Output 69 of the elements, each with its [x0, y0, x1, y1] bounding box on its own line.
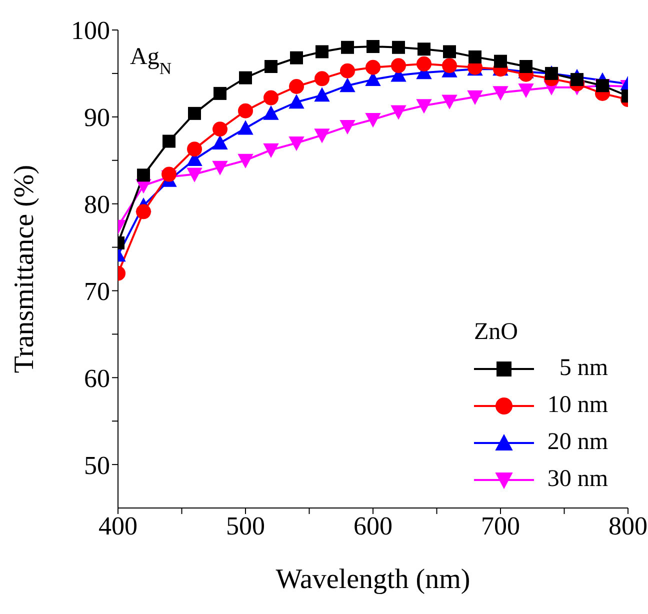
point	[443, 45, 456, 58]
point	[238, 154, 253, 168]
y-tick-label: 70	[84, 276, 110, 306]
point	[493, 86, 508, 100]
x-tick-label: 500	[226, 511, 265, 540]
point	[391, 105, 406, 120]
point	[416, 56, 432, 72]
point	[316, 45, 328, 58]
point	[239, 71, 252, 84]
point	[418, 42, 430, 56]
point	[340, 120, 355, 134]
point	[289, 78, 304, 94]
y-tick-label: 100	[71, 16, 110, 46]
annotation: Ag$_{N}$	[130, 44, 172, 78]
y-tick-label: 90	[84, 103, 110, 132]
y-tick-label: 80	[84, 190, 110, 220]
point	[366, 60, 380, 75]
point	[289, 136, 304, 150]
point	[442, 58, 457, 74]
legend-label: 5 nm	[558, 355, 608, 382]
y-tick-label: 50	[84, 450, 110, 480]
point	[188, 106, 201, 120]
legend-label: 10 nm	[546, 392, 608, 419]
x-tick-label: 600	[354, 511, 392, 540]
point	[264, 90, 278, 106]
point	[416, 99, 432, 114]
point	[162, 166, 176, 182]
y-axis-title: Transmittance (%)	[8, 164, 40, 374]
x-tick-label: 700	[481, 511, 520, 540]
point	[340, 63, 355, 78]
point	[187, 168, 202, 182]
point	[212, 122, 228, 137]
point	[238, 120, 253, 135]
point	[264, 106, 278, 120]
point	[570, 73, 584, 86]
point	[137, 168, 150, 182]
x-tick-label: 400	[98, 511, 138, 540]
point	[314, 88, 330, 102]
point	[518, 83, 534, 98]
point	[442, 94, 457, 109]
point	[314, 128, 330, 143]
point	[214, 86, 226, 100]
y-tick-label: 60	[84, 364, 110, 393]
point	[468, 90, 482, 104]
point	[494, 54, 507, 68]
legend-title: ZnO	[474, 319, 519, 346]
point	[391, 58, 406, 74]
point	[392, 40, 405, 54]
point	[238, 103, 253, 118]
point	[468, 50, 482, 64]
legend-label: 30 nm	[546, 466, 608, 493]
point	[520, 60, 532, 73]
point	[212, 160, 228, 175]
point	[187, 142, 202, 157]
point	[289, 94, 304, 109]
point	[264, 60, 278, 73]
point	[314, 71, 330, 86]
point	[136, 204, 151, 220]
point	[366, 113, 380, 128]
legend-label: 20 nm	[546, 429, 608, 456]
point	[290, 51, 303, 64]
x-tick-label: 800	[608, 511, 648, 540]
point	[162, 134, 176, 148]
point	[366, 40, 380, 54]
x-axis-title: Wavelength (nm)	[276, 564, 470, 595]
point	[212, 135, 228, 150]
point	[264, 143, 278, 158]
point	[341, 40, 354, 54]
point	[340, 78, 355, 92]
